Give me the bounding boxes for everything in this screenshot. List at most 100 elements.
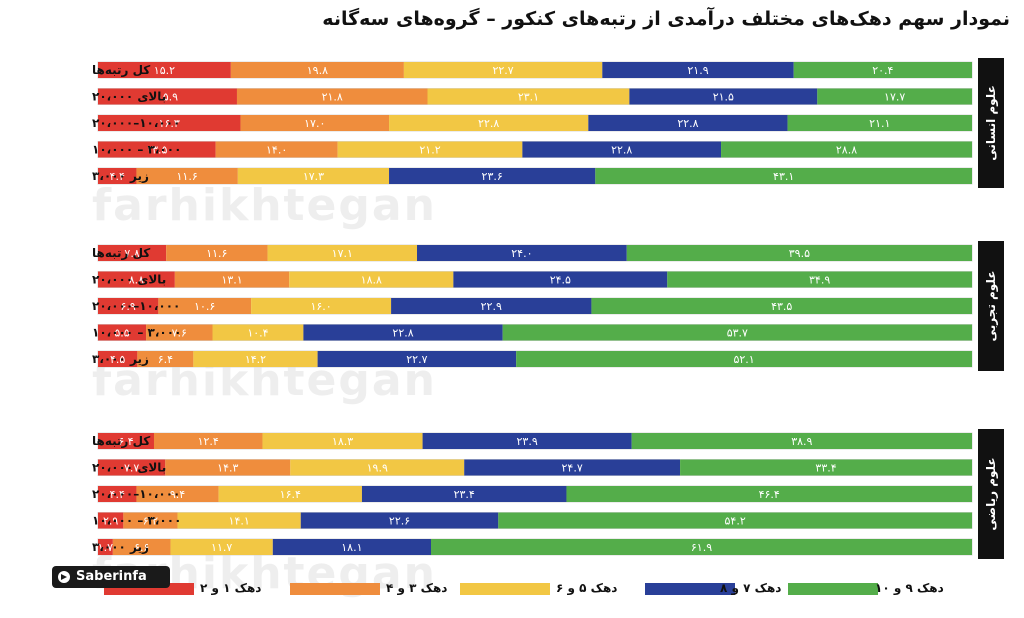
group-label: علوم ریاضی: [984, 457, 999, 530]
bar-segment: [136, 486, 219, 502]
data-label: ۵۲.۱: [733, 353, 754, 366]
data-label: ۲۲.۸: [392, 327, 413, 340]
data-label: ۱۴.۳: [217, 462, 238, 475]
bar-segment: [177, 512, 301, 529]
data-label: ۲۴.۵: [550, 274, 571, 287]
row-label: ۳،۰۰۰ – ۱۰،۰۰۰: [92, 143, 181, 157]
data-label: ۷.۷: [124, 462, 139, 475]
bar-segment: [290, 459, 465, 476]
data-label: ۴۳.۱: [773, 170, 794, 183]
row-label: بالای ۲۰،۰۰۰: [92, 90, 166, 104]
data-label: ۱۵.۹: [157, 91, 178, 104]
data-label: ۱۶.۳: [159, 117, 180, 130]
bar-segment: [391, 298, 592, 314]
bar-segment: [98, 512, 124, 529]
bar-segment: [136, 168, 238, 184]
data-label: ۲۱.۱: [869, 117, 890, 130]
bar-segment: [98, 486, 137, 502]
data-label: ۱۱.۷: [211, 541, 232, 554]
row-label: بالای ۲۰،۰۰۰: [92, 273, 166, 287]
bar-segment: [170, 539, 273, 555]
bar-segment: [262, 433, 423, 449]
row-label: ۱۰،۰۰۰–۲۰،۰۰۰: [92, 116, 180, 130]
bar-segment: [98, 298, 159, 314]
bar-segment: [215, 141, 338, 158]
data-label: ۱۳.۱: [221, 274, 242, 287]
row-label: ۱۰،۰۰۰–۲۰،۰۰۰: [92, 299, 180, 313]
data-label: ۱۵.۲: [154, 64, 175, 77]
row-label: زیر ۳،۰۰۰: [92, 540, 149, 554]
bar-segment: [158, 298, 252, 314]
bar-segment: [153, 433, 263, 449]
legend-label: دهک ۱ و ۲: [200, 581, 262, 595]
data-label: ۶.۴: [118, 435, 133, 448]
data-label: ۳۸.۹: [791, 435, 812, 448]
bar-segment: [588, 115, 788, 131]
bar-segment: [422, 433, 632, 449]
bar-segment: [317, 351, 517, 367]
bar-segment: [793, 62, 972, 78]
data-label: ۲۴.۰: [511, 247, 532, 260]
data-label: ۲۲.۷: [492, 64, 513, 77]
legend-label: دهک ۵ و ۶: [556, 581, 618, 595]
bar-segment: [300, 512, 499, 529]
data-label: ۲۲.۷: [406, 353, 427, 366]
row-label: زیر ۳،۰۰۰: [92, 352, 149, 366]
legend-label: دهک ۳ و ۴: [386, 581, 448, 595]
row-label: زیر ۳،۰۰۰: [92, 169, 149, 183]
data-label: ۵.۵: [114, 327, 129, 340]
row-label: ۱۰،۰۰۰–۲۰،۰۰۰: [92, 487, 180, 501]
data-label: ۲۲.۶: [389, 515, 410, 528]
data-label: ۴.۴: [110, 170, 125, 183]
data-label: ۱۱.۶: [177, 170, 198, 183]
legend: دهک ۱ و ۲ دهک ۳ و ۴ دهک ۵ و ۶ دهک ۷ و ۸ دهک …: [100, 580, 990, 598]
data-label: ۲۲.۸: [611, 144, 632, 157]
row-label: ۳،۰۰۰ – ۱۰،۰۰۰: [92, 326, 181, 340]
bar-segment: [453, 271, 668, 288]
row-label: ۳،۰۰۰ – ۱۰،۰۰۰: [92, 514, 181, 528]
data-label: ۲۰.۴: [872, 64, 893, 77]
data-label: ۳۴.۹: [809, 274, 830, 287]
legend-label: دهک ۹ و ۱۰: [875, 581, 944, 595]
bar-segment: [137, 351, 194, 367]
bar-segment: [98, 539, 113, 555]
data-label: ۹.۴: [170, 488, 185, 501]
data-label: ۲۳.۴: [454, 488, 475, 501]
bar-segment: [193, 351, 318, 367]
data-label: ۱۹.۹: [367, 462, 388, 475]
data-label: ۱۲.۴: [198, 435, 219, 448]
data-label: ۶.۲: [143, 515, 158, 528]
data-label: ۸.۸: [129, 274, 144, 287]
row-label: کل رتبه‌ها: [92, 434, 150, 448]
brand-name: Saberinfa: [76, 569, 147, 584]
data-label: ۴۶.۴: [759, 488, 780, 501]
bar-segment: [98, 351, 138, 367]
data-label: ۲۱.۹: [687, 64, 708, 77]
legend-swatch: [788, 583, 878, 595]
data-label: ۵۳.۷: [727, 327, 748, 340]
bar-segment: [98, 433, 154, 449]
data-label: ۱.۷: [98, 541, 113, 554]
bar-segment: [98, 88, 237, 105]
group-tab: [978, 241, 1004, 371]
data-label: ۱۹.۸: [307, 64, 328, 77]
data-label: ۷.۶: [172, 327, 187, 340]
data-label: ۲۳.۹: [517, 435, 538, 448]
data-label: ۲۱.۸: [322, 91, 343, 104]
bar-segment: [251, 298, 392, 314]
bar-segment: [631, 433, 972, 449]
bar-segment: [667, 271, 972, 288]
data-label: ۱۱.۶: [206, 247, 227, 260]
bar-segment: [337, 141, 523, 158]
bar-segment: [218, 486, 362, 502]
bar-segment: [212, 324, 304, 341]
bar-segment: [516, 351, 972, 367]
bar-segment: [98, 115, 241, 131]
bar-segment: [389, 168, 596, 184]
bar-segment: [595, 168, 972, 184]
data-label: ۶.۹: [121, 300, 136, 313]
bar-segment: [240, 115, 390, 131]
data-label: ۱۷.۷: [884, 91, 905, 104]
bar-segment: [98, 245, 167, 261]
